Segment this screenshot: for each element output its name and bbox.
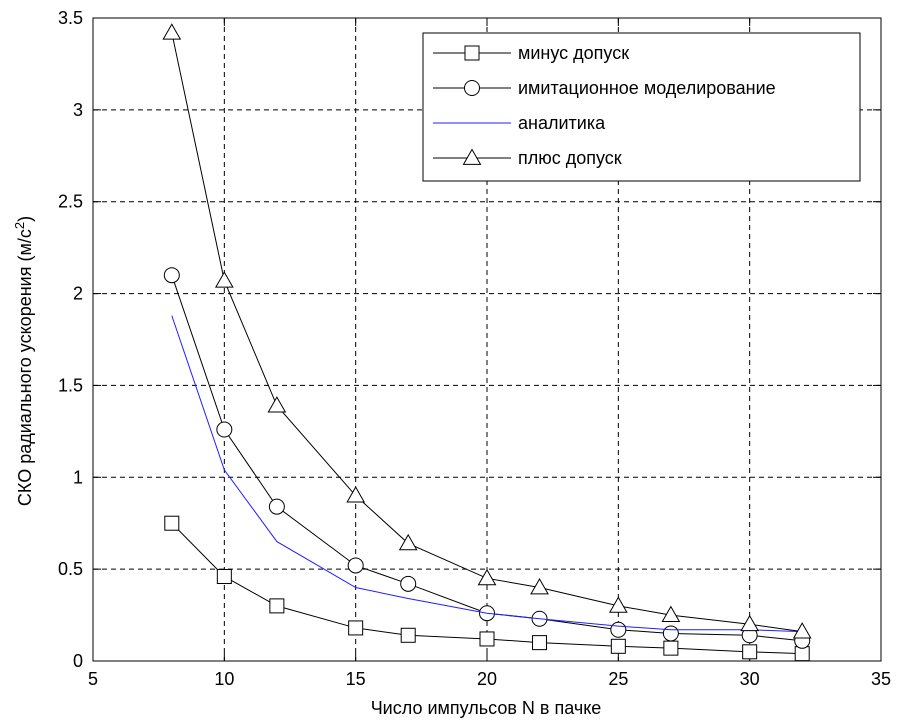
legend-box bbox=[422, 32, 861, 182]
x-axis-label: Число импульсов N в пачке bbox=[371, 698, 602, 718]
data-point bbox=[532, 635, 548, 651]
x-tick-label: 5 bbox=[88, 669, 98, 689]
legend-label: имитационное моделирование bbox=[518, 78, 776, 98]
y-tick-label: 1.5 bbox=[58, 375, 83, 395]
data-point bbox=[661, 605, 681, 622]
data-point bbox=[530, 578, 549, 595]
y-tick-label: 3 bbox=[73, 100, 83, 120]
y-tick-label: 0.5 bbox=[58, 559, 83, 579]
data-point bbox=[267, 396, 287, 413]
data-point bbox=[164, 515, 180, 531]
y-tick-label: 2.5 bbox=[58, 192, 83, 212]
data-point bbox=[740, 614, 760, 632]
y-tick-label: 3.5 bbox=[58, 8, 83, 28]
y-axis-label-superscript: 2 bbox=[12, 222, 27, 229]
legend-marker bbox=[462, 148, 482, 165]
data-point bbox=[610, 621, 627, 638]
data-point bbox=[662, 625, 679, 642]
y-axis-label-end: ) bbox=[15, 216, 35, 222]
data-point bbox=[162, 23, 182, 40]
legend-label: аналитика bbox=[518, 113, 606, 133]
x-tick-label: 10 bbox=[214, 669, 234, 689]
data-point bbox=[268, 498, 285, 515]
data-point bbox=[348, 620, 364, 636]
data-point bbox=[346, 486, 366, 503]
legend-label: минус допуск bbox=[518, 43, 629, 63]
x-tick-label: 30 bbox=[740, 669, 760, 689]
x-tick-label: 15 bbox=[346, 669, 366, 689]
series-group bbox=[162, 23, 812, 662]
data-point bbox=[400, 627, 416, 643]
y-axis-label-main: СКО радиального ускорения (м/с bbox=[15, 229, 35, 506]
chart-grid bbox=[93, 18, 881, 661]
legend: минус допуск имитационное моделирование ан… bbox=[422, 32, 861, 182]
legend-label: плюс допуск bbox=[518, 148, 622, 168]
series-0 bbox=[164, 515, 810, 662]
x-tick-label: 20 bbox=[477, 669, 497, 689]
data-point bbox=[792, 622, 812, 639]
series-3 bbox=[162, 23, 812, 639]
data-point bbox=[163, 267, 180, 284]
data-point bbox=[216, 421, 233, 438]
legend-marker bbox=[464, 80, 480, 96]
x-tick-label: 25 bbox=[608, 669, 628, 689]
data-point bbox=[477, 568, 497, 586]
y-axis-label: СКО радиального ускорения (м/с2) bbox=[12, 216, 36, 506]
data-point bbox=[400, 575, 417, 592]
data-point bbox=[479, 631, 495, 647]
data-point bbox=[610, 638, 626, 654]
data-point bbox=[269, 598, 285, 614]
data-point bbox=[398, 533, 418, 551]
y-tick-label: 0 bbox=[73, 651, 83, 671]
x-tick-label: 35 bbox=[871, 669, 891, 689]
y-tick-label: 2 bbox=[73, 284, 83, 304]
data-point bbox=[608, 596, 628, 613]
data-point bbox=[214, 271, 234, 288]
series-2 bbox=[171, 315, 803, 633]
data-point bbox=[663, 640, 679, 656]
legend-marker bbox=[464, 45, 480, 61]
y-tick-label: 1 bbox=[73, 467, 83, 487]
series-line bbox=[171, 315, 803, 633]
data-point bbox=[216, 568, 232, 584]
data-point bbox=[742, 644, 758, 660]
data-point bbox=[347, 557, 364, 574]
axis-ticks: 5 10 15 20 25 30 35 0 0.5 1 1.5 2 2.5 3 3.5 bbox=[58, 8, 891, 689]
